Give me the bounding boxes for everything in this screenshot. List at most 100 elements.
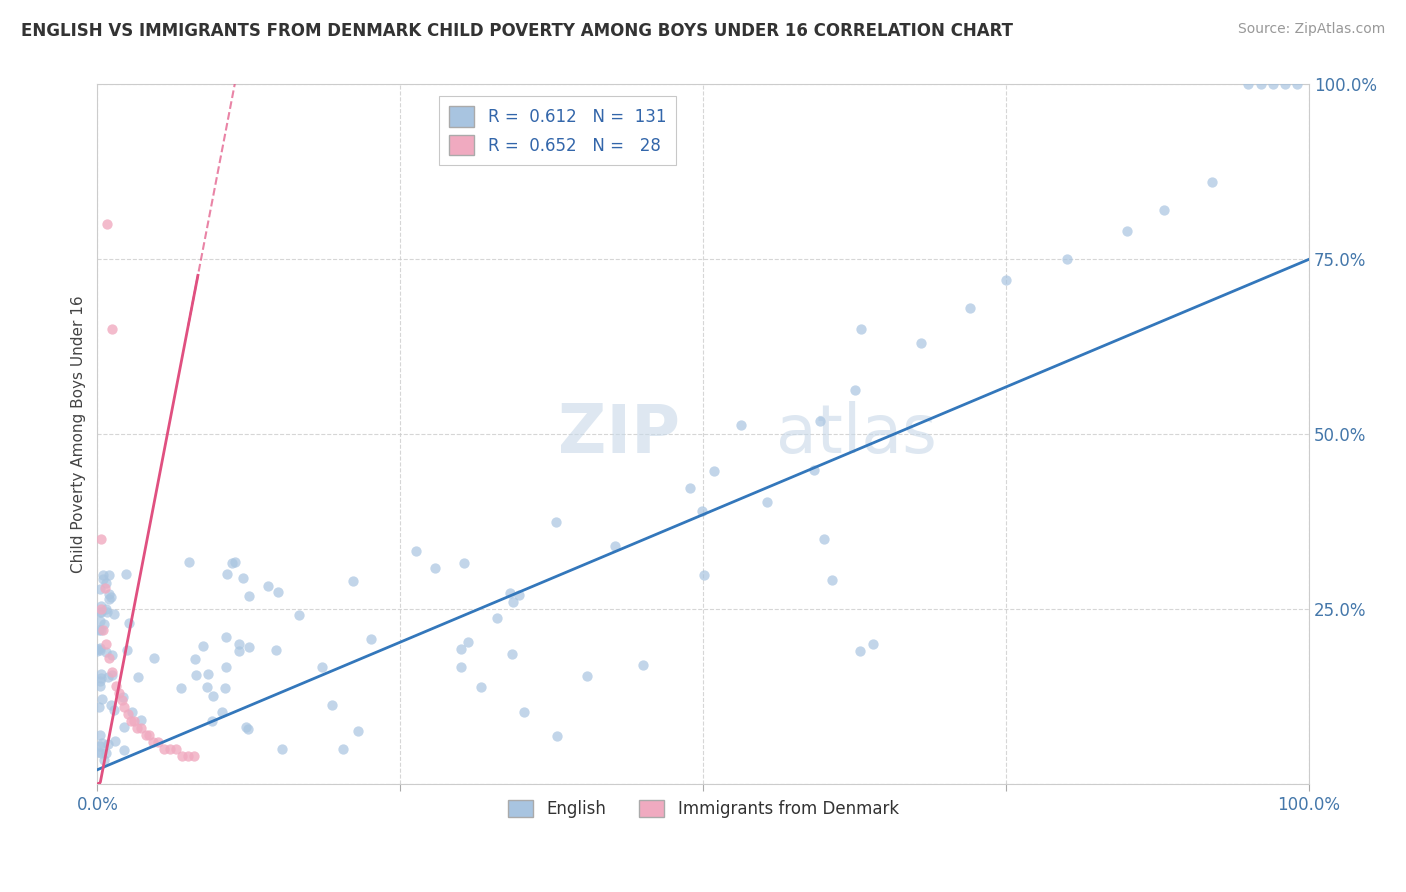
Point: [94, 576, 117, 591]
Point: [215, 566, 238, 581]
Point: [94, 746, 117, 760]
Point: [631, 657, 654, 672]
Point: [813, 532, 835, 546]
Point: [502, 595, 524, 609]
Point: [201, 714, 224, 728]
Point: [90, 605, 112, 619]
Point: [127, 721, 149, 735]
Point: [103, 703, 125, 717]
Point: [184, 651, 207, 665]
Point: [101, 322, 124, 336]
Point: [1153, 203, 1175, 218]
Point: [165, 741, 187, 756]
Point: [112, 743, 135, 757]
Point: [120, 714, 142, 728]
Point: [470, 680, 492, 694]
Point: [117, 706, 139, 721]
Point: [100, 591, 122, 605]
Point: [100, 648, 122, 662]
Point: [101, 665, 124, 679]
Point: [121, 705, 143, 719]
Point: [342, 574, 364, 589]
Point: [808, 414, 831, 428]
Point: [215, 660, 238, 674]
Point: [93, 581, 115, 595]
Point: [89, 582, 111, 597]
Point: [89, 728, 111, 742]
Point: [122, 714, 145, 728]
Point: [215, 630, 238, 644]
Point: [90, 746, 112, 760]
Point: [112, 699, 135, 714]
Point: [1274, 78, 1296, 92]
Point: [679, 481, 702, 495]
Point: [1201, 175, 1223, 189]
Point: [90, 599, 112, 613]
Point: [450, 660, 472, 674]
Y-axis label: Child Poverty Among Boys Under 16: Child Poverty Among Boys Under 16: [72, 295, 86, 573]
Point: [101, 668, 124, 682]
Point: [849, 322, 872, 336]
Point: [270, 741, 292, 756]
Point: [499, 586, 522, 600]
Point: [603, 539, 626, 553]
Point: [91, 736, 114, 750]
Point: [501, 647, 523, 661]
Point: [146, 735, 169, 749]
Point: [184, 668, 207, 682]
Point: [90, 602, 112, 616]
Point: [90, 692, 112, 706]
Point: [508, 588, 530, 602]
Point: [311, 660, 333, 674]
Point: [103, 607, 125, 621]
Point: [118, 615, 141, 630]
Point: [332, 741, 354, 756]
Point: [360, 632, 382, 647]
Point: [425, 560, 447, 574]
Point: [172, 748, 194, 763]
Point: [89, 679, 111, 693]
Point: [93, 616, 115, 631]
Point: [1116, 224, 1139, 238]
Point: [90, 666, 112, 681]
Point: [97, 591, 120, 606]
Point: [228, 644, 250, 658]
Point: [235, 720, 257, 734]
Point: [576, 669, 599, 683]
Point: [177, 555, 200, 569]
Point: [89, 643, 111, 657]
Point: [821, 574, 844, 588]
Point: [266, 643, 288, 657]
Point: [453, 556, 475, 570]
Point: [1261, 78, 1284, 92]
Point: [232, 571, 254, 585]
Point: [96, 217, 118, 231]
Text: atlas: atlas: [776, 401, 936, 467]
Point: [100, 698, 122, 713]
Point: [195, 680, 218, 694]
Point: [87, 642, 110, 657]
Point: [321, 698, 343, 712]
Point: [238, 589, 260, 603]
Point: [94, 645, 117, 659]
Point: [692, 567, 714, 582]
Point: [97, 670, 120, 684]
Point: [96, 605, 118, 619]
Point: [89, 605, 111, 619]
Point: [143, 650, 166, 665]
Point: [91, 572, 114, 586]
Point: [115, 643, 138, 657]
Point: [224, 555, 246, 569]
Point: [267, 585, 290, 599]
Text: Source: ZipAtlas.com: Source: ZipAtlas.com: [1237, 22, 1385, 37]
Point: [257, 579, 280, 593]
Point: [86, 644, 108, 658]
Point: [862, 637, 884, 651]
Point: [848, 643, 870, 657]
Point: [755, 494, 778, 508]
Point: [93, 623, 115, 637]
Point: [485, 611, 508, 625]
Point: [87, 623, 110, 637]
Point: [405, 544, 427, 558]
Point: [288, 608, 311, 623]
